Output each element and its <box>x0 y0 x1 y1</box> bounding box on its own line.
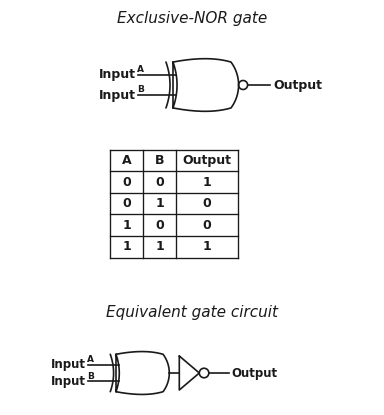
Text: Input: Input <box>99 89 136 102</box>
Text: 1: 1 <box>155 197 164 210</box>
Text: A: A <box>87 355 94 364</box>
Text: B: B <box>137 85 144 94</box>
Text: 0: 0 <box>155 176 164 189</box>
Text: 0: 0 <box>122 176 131 189</box>
Text: 0: 0 <box>122 197 131 210</box>
Text: Input: Input <box>51 375 86 388</box>
Text: 1: 1 <box>155 240 164 253</box>
Text: Output: Output <box>232 366 278 379</box>
Text: B: B <box>87 372 94 381</box>
Text: Exclusive-NOR gate: Exclusive-NOR gate <box>117 10 267 25</box>
Text: A: A <box>122 154 131 167</box>
Text: 1: 1 <box>122 219 131 232</box>
Text: 0: 0 <box>155 219 164 232</box>
Text: B: B <box>155 154 164 167</box>
Text: Output: Output <box>273 78 323 91</box>
Text: Equivalent gate circuit: Equivalent gate circuit <box>106 305 278 320</box>
Text: Input: Input <box>51 358 86 371</box>
Text: 1: 1 <box>122 240 131 253</box>
Text: 1: 1 <box>203 176 211 189</box>
Text: 0: 0 <box>203 219 211 232</box>
Text: Output: Output <box>182 154 232 167</box>
Text: 1: 1 <box>203 240 211 253</box>
Text: Input: Input <box>99 68 136 81</box>
Text: 0: 0 <box>203 197 211 210</box>
Text: A: A <box>137 65 144 74</box>
